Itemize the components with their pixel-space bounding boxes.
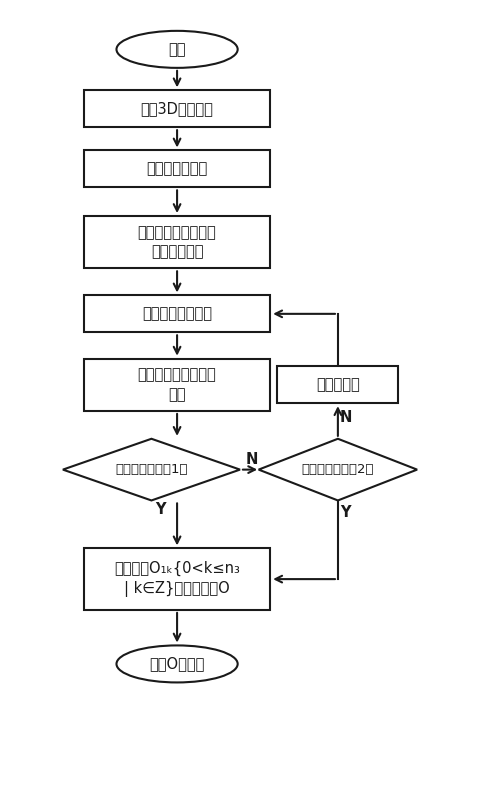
FancyBboxPatch shape: [84, 151, 270, 188]
Text: 初始化种群及参数: 初始化种群及参数: [142, 306, 212, 321]
Ellipse shape: [117, 31, 238, 68]
Text: 生成新群体: 生成新群体: [316, 378, 360, 392]
FancyBboxPatch shape: [84, 295, 270, 332]
Text: 保存结果O₁ₖ{0<k≤n₃
| k∈Z}至优化集合O: 保存结果O₁ₖ{0<k≤n₃ | k∈Z}至优化集合O: [114, 561, 240, 597]
Text: 开始: 开始: [168, 42, 186, 57]
Text: N: N: [339, 410, 351, 425]
Text: 基座3D模型设计: 基座3D模型设计: [141, 101, 214, 116]
Text: 计算种群中各个体适
应度: 计算种群中各个体适 应度: [138, 367, 216, 402]
FancyBboxPatch shape: [84, 90, 270, 127]
Text: 符合停止条件（1）: 符合停止条件（1）: [115, 463, 188, 476]
Text: 符合停止条件（2）: 符合停止条件（2）: [301, 463, 374, 476]
Polygon shape: [63, 439, 240, 501]
Polygon shape: [259, 439, 417, 501]
Text: Y: Y: [156, 502, 166, 517]
FancyBboxPatch shape: [277, 367, 398, 403]
Text: Y: Y: [340, 505, 350, 520]
Text: N: N: [245, 452, 258, 467]
FancyBboxPatch shape: [84, 548, 270, 610]
FancyBboxPatch shape: [84, 359, 270, 411]
Text: 有限元模型初始化条
件设置及仿真: 有限元模型初始化条 件设置及仿真: [138, 225, 216, 260]
FancyBboxPatch shape: [84, 216, 270, 268]
Text: 初始化仿真条件: 初始化仿真条件: [146, 162, 208, 177]
Text: 输出O给用户: 输出O给用户: [149, 656, 205, 671]
Ellipse shape: [117, 645, 238, 682]
